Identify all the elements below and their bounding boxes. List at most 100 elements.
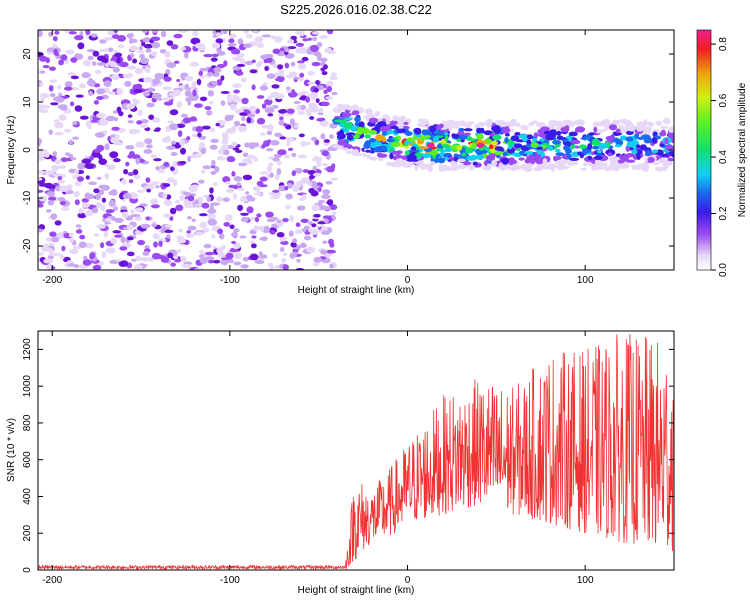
noise-cell bbox=[145, 48, 152, 53]
noise-cell bbox=[211, 234, 216, 239]
noise-cell bbox=[290, 89, 296, 94]
signal-cell bbox=[377, 153, 388, 158]
noise-cell bbox=[320, 133, 326, 140]
y-tick-label: 20 bbox=[22, 48, 33, 60]
noise-cell bbox=[229, 224, 235, 230]
noise-cell bbox=[327, 30, 334, 35]
signal-cell bbox=[662, 117, 671, 125]
noise-cell bbox=[298, 47, 309, 54]
noise-cell bbox=[163, 161, 170, 167]
noise-cell bbox=[264, 98, 273, 106]
noise-cell bbox=[267, 95, 273, 101]
signal-cell bbox=[358, 121, 365, 128]
noise-cell bbox=[279, 47, 285, 52]
noise-cell bbox=[135, 255, 142, 262]
noise-cell bbox=[48, 85, 54, 92]
noise-cell bbox=[153, 241, 158, 248]
noise-cell bbox=[117, 35, 126, 42]
spectrogram-x-label: Height of straight line (km) bbox=[298, 285, 415, 296]
noise-cell bbox=[169, 207, 177, 215]
noise-cell bbox=[277, 113, 285, 118]
signal-cell bbox=[386, 138, 395, 143]
signal-cell bbox=[390, 141, 401, 148]
noise-cell bbox=[190, 37, 201, 45]
signal-cell bbox=[444, 135, 449, 142]
noise-cell bbox=[225, 252, 234, 260]
noise-cell bbox=[141, 119, 149, 124]
noise-cell bbox=[329, 75, 338, 81]
noise-cell bbox=[132, 129, 141, 134]
signal-cell bbox=[536, 149, 542, 155]
noise-cell bbox=[251, 59, 256, 63]
noise-cell bbox=[259, 171, 269, 175]
signal-cell bbox=[494, 151, 504, 156]
noise-cell bbox=[202, 125, 211, 130]
signal-cell bbox=[612, 119, 622, 123]
noise-cell bbox=[127, 172, 135, 176]
signal-cell bbox=[407, 162, 414, 166]
signal-cell bbox=[545, 133, 555, 141]
noise-cell bbox=[231, 125, 237, 130]
signal-cell bbox=[472, 161, 478, 166]
noise-cell bbox=[38, 152, 45, 159]
noise-cell bbox=[270, 140, 280, 146]
noise-cell bbox=[64, 81, 73, 88]
signal-cell bbox=[568, 131, 578, 137]
signal-cell bbox=[403, 121, 409, 125]
noise-cell bbox=[60, 54, 68, 61]
noise-cell bbox=[236, 187, 245, 191]
noise-cell bbox=[128, 37, 134, 44]
noise-cell bbox=[295, 42, 305, 47]
noise-cell bbox=[92, 264, 102, 270]
signal-cell bbox=[464, 132, 471, 136]
noise-cell bbox=[215, 38, 224, 44]
noise-cell bbox=[220, 258, 229, 266]
noise-cell bbox=[78, 241, 87, 248]
noise-cell bbox=[170, 152, 178, 156]
noise-cell bbox=[173, 33, 183, 39]
noise-cell bbox=[199, 67, 209, 72]
noise-cell bbox=[293, 101, 301, 104]
noise-cell bbox=[126, 224, 134, 231]
noise-cell bbox=[201, 202, 210, 209]
signal-cell bbox=[450, 121, 460, 129]
figure-title: S225.2026.016.02.38.C22 bbox=[280, 2, 432, 17]
noise-cell bbox=[42, 65, 50, 69]
noise-cell bbox=[128, 179, 134, 184]
noise-cell bbox=[104, 143, 110, 151]
noise-cell bbox=[222, 197, 230, 202]
noise-cell bbox=[210, 202, 220, 206]
signal-cell bbox=[350, 125, 357, 132]
noise-cell bbox=[303, 225, 311, 230]
spectrogram-y-label: Frequency (Hz) bbox=[6, 116, 17, 185]
signal-cell bbox=[416, 122, 426, 128]
noise-cell bbox=[67, 72, 75, 76]
noise-cell bbox=[61, 206, 70, 211]
noise-cell bbox=[310, 190, 319, 197]
noise-cell bbox=[96, 224, 106, 229]
noise-cell bbox=[184, 52, 189, 59]
noise-cell bbox=[232, 147, 240, 151]
signal-cell bbox=[358, 107, 364, 114]
noise-cell bbox=[142, 37, 152, 43]
noise-cell bbox=[216, 32, 221, 38]
noise-cell bbox=[301, 142, 312, 146]
colorbar-gradient bbox=[696, 29, 712, 271]
noise-cell bbox=[51, 164, 60, 172]
noise-cell bbox=[38, 138, 42, 146]
noise-cell bbox=[108, 191, 114, 196]
noise-cell bbox=[160, 256, 170, 263]
spectrogram-x-ticks: -200 -100 0 100 bbox=[42, 30, 594, 286]
noise-cell bbox=[161, 137, 171, 143]
signal-cell bbox=[654, 166, 664, 172]
signal-cell bbox=[570, 144, 575, 150]
y-tick-label: -10 bbox=[22, 190, 33, 205]
noise-cell bbox=[245, 60, 254, 66]
noise-cell bbox=[150, 181, 160, 186]
signal-cell bbox=[569, 157, 580, 161]
noise-cell bbox=[196, 78, 202, 86]
noise-cell bbox=[237, 38, 244, 45]
signal-cell bbox=[602, 162, 608, 167]
noise-cell bbox=[233, 89, 240, 94]
noise-cell bbox=[113, 30, 118, 34]
